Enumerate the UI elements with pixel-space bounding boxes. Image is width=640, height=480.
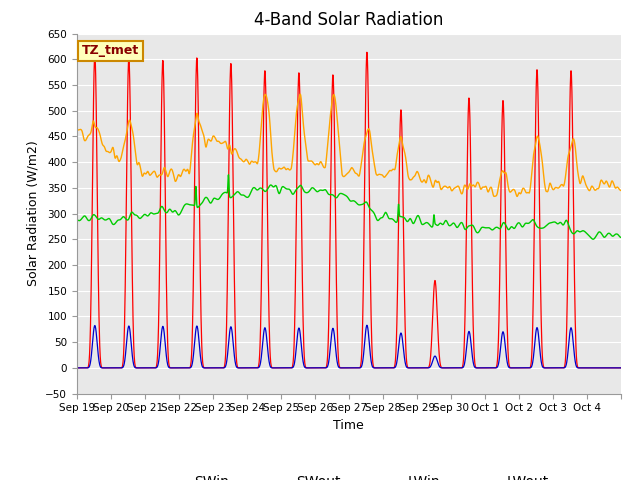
SWin	[617, 365, 625, 371]
LWout	[513, 193, 521, 199]
LWout	[73, 127, 81, 132]
SWin	[363, 49, 371, 55]
LWout	[617, 188, 625, 193]
LWout	[296, 91, 304, 97]
Line: SWin: SWin	[77, 52, 621, 368]
Text: TZ_tmet: TZ_tmet	[82, 44, 140, 58]
Y-axis label: Solar Radiation (W/m2): Solar Radiation (W/m2)	[27, 141, 40, 287]
SWin	[609, 365, 617, 371]
Line: SWout: SWout	[77, 325, 621, 368]
LWout	[244, 160, 252, 166]
SWout	[617, 365, 625, 371]
SWout	[73, 365, 81, 371]
SWin	[543, 365, 551, 371]
LWin	[589, 236, 597, 242]
SWin	[381, 365, 389, 371]
SWout	[363, 323, 371, 328]
LWin	[73, 217, 81, 223]
LWout	[127, 122, 135, 128]
LWin	[617, 235, 625, 240]
LWin	[225, 172, 232, 178]
SWout	[609, 365, 617, 371]
SWout	[127, 340, 135, 346]
SWin	[127, 179, 135, 184]
LWin	[610, 233, 618, 239]
Legend: SWin, SWout, LWin, LWout: SWin, SWout, LWin, LWout	[143, 469, 554, 480]
SWout	[381, 365, 389, 371]
LWin	[513, 222, 520, 228]
LWout	[544, 189, 552, 194]
Line: LWin: LWin	[77, 175, 621, 239]
LWout	[513, 193, 520, 199]
SWout	[244, 365, 252, 371]
X-axis label: Time: Time	[333, 419, 364, 432]
LWin	[127, 210, 135, 216]
LWin	[245, 193, 253, 199]
SWin	[513, 365, 520, 371]
Line: LWout: LWout	[77, 94, 621, 196]
LWin	[543, 222, 551, 228]
SWin	[73, 365, 81, 371]
LWout	[381, 173, 389, 179]
LWin	[381, 209, 389, 215]
SWout	[543, 365, 551, 371]
SWout	[513, 365, 520, 371]
SWin	[244, 365, 252, 371]
LWout	[610, 180, 618, 186]
Title: 4-Band Solar Radiation: 4-Band Solar Radiation	[254, 11, 444, 29]
